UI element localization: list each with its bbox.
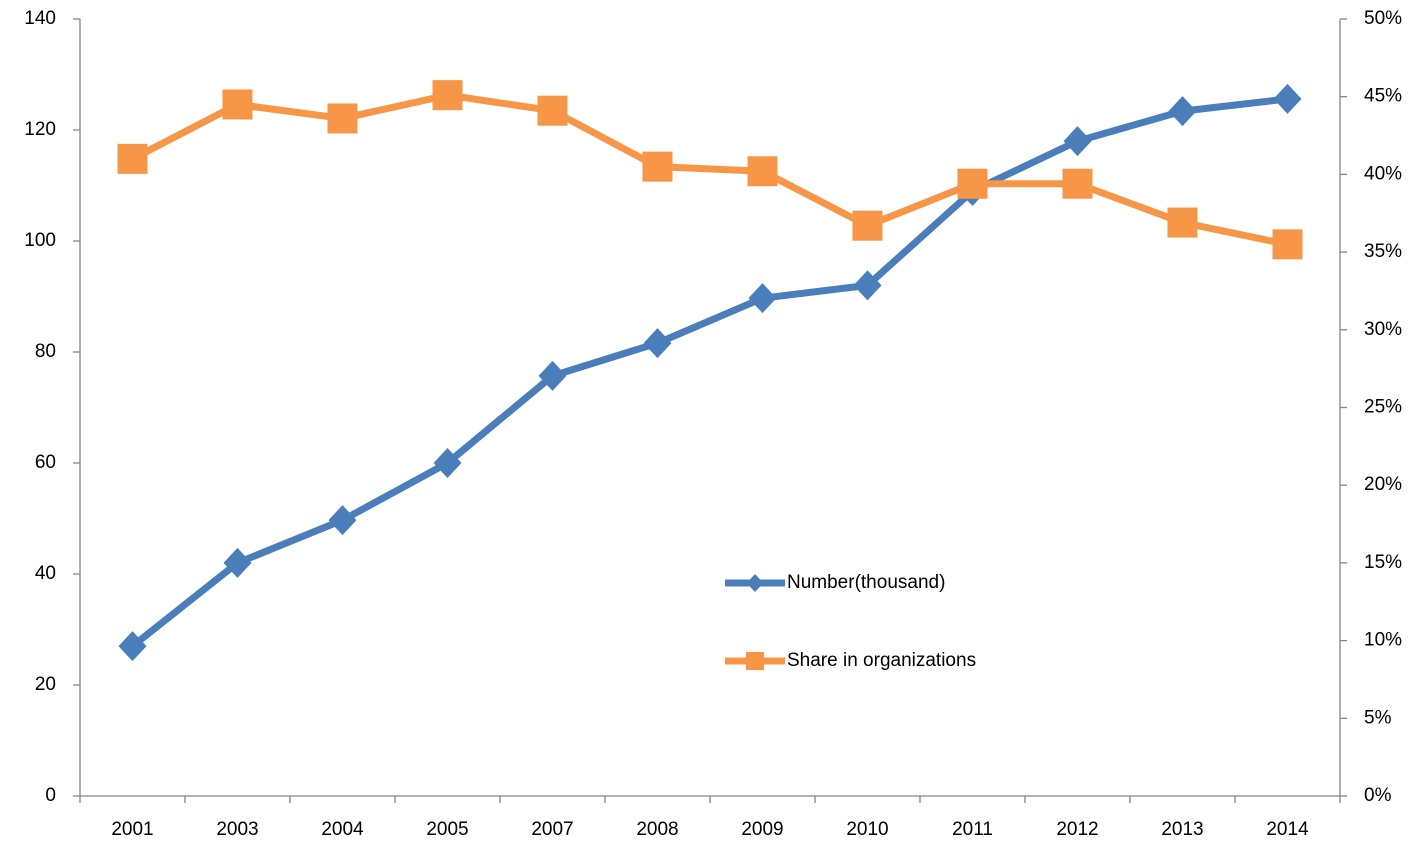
- marker: [1063, 126, 1092, 157]
- marker: [853, 270, 882, 301]
- marker: [852, 210, 883, 241]
- marker: [223, 547, 252, 578]
- legend-label: Share in organizations: [787, 650, 976, 671]
- x-tick-label: 2004: [321, 819, 364, 840]
- marker: [643, 328, 672, 359]
- y-tick-label: 120: [24, 119, 56, 140]
- marker: [1062, 168, 1093, 199]
- marker: [222, 89, 253, 120]
- marker: [432, 80, 463, 111]
- y-tick-label: 60: [35, 452, 56, 473]
- marker: [433, 448, 462, 478]
- x-tick-label: 2005: [426, 819, 468, 840]
- y-tick-label: 80: [35, 341, 56, 362]
- x-tick-label: 2008: [636, 819, 678, 840]
- marker: [327, 103, 358, 134]
- legend-label: Number(thousand): [787, 572, 945, 593]
- y2-tick-label: 40%: [1364, 163, 1402, 184]
- x-tick-label: 2014: [1266, 819, 1309, 840]
- marker: [642, 151, 673, 182]
- y2-tick-label: 15%: [1364, 552, 1402, 573]
- y-tick-label: 100: [24, 230, 56, 251]
- marker: [747, 156, 778, 187]
- series-line: [130, 95, 1288, 649]
- legend-marker: [746, 574, 764, 592]
- marker: [537, 95, 568, 126]
- y-tick-label: 20: [35, 674, 56, 695]
- marker: [1273, 83, 1302, 114]
- y2-tick-label: 50%: [1364, 8, 1402, 29]
- y-tick-label: 140: [24, 8, 56, 29]
- y2-tick-label: 0%: [1364, 785, 1392, 806]
- x-tick-label: 2009: [741, 819, 783, 840]
- y2-tick-label: 35%: [1364, 241, 1402, 262]
- marker: [118, 631, 147, 662]
- x-tick-label: 2001: [111, 819, 153, 840]
- x-tick-label: 2011: [952, 819, 993, 840]
- x-tick-label: 2003: [216, 819, 258, 840]
- x-tick-label: 2010: [846, 819, 888, 840]
- x-tick-label: 2013: [1161, 819, 1203, 840]
- y2-tick-label: 25%: [1364, 397, 1402, 418]
- marker: [117, 143, 148, 174]
- marker: [538, 360, 567, 391]
- y-tick-label: 0: [45, 785, 56, 806]
- y2-tick-label: 10%: [1364, 630, 1402, 651]
- marker: [748, 283, 777, 314]
- y2-tick-label: 30%: [1364, 319, 1402, 340]
- y2-tick-label: 5%: [1364, 707, 1392, 728]
- y2-tick-label: 45%: [1364, 86, 1402, 107]
- marker: [1168, 96, 1197, 127]
- marker: [957, 168, 988, 199]
- y-tick-label: 40: [35, 563, 56, 584]
- series-line: [130, 91, 1289, 248]
- marker: [1272, 229, 1303, 260]
- marker: [1167, 207, 1198, 238]
- marker: [328, 505, 357, 536]
- x-tick-label: 2007: [531, 819, 573, 840]
- x-tick-label: 2012: [1056, 819, 1098, 840]
- y2-tick-label: 20%: [1364, 474, 1402, 495]
- legend-marker: [746, 652, 764, 670]
